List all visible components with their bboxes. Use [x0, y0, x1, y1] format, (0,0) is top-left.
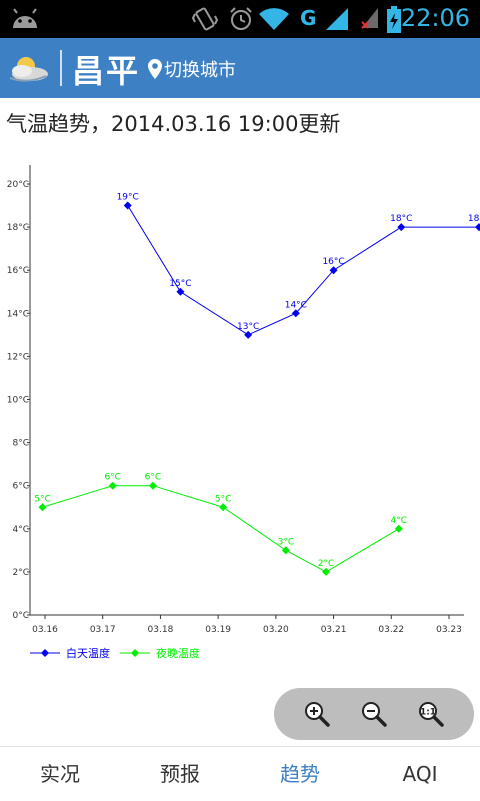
data-label: 18°C: [468, 214, 480, 224]
clock: 22:06: [400, 4, 470, 32]
y-tick-label: 20°C: [7, 180, 29, 190]
data-label: 6°C: [145, 473, 162, 483]
data-point: [123, 201, 132, 210]
y-tick-label: 10°C: [7, 396, 29, 406]
data-label: 3°C: [278, 537, 295, 547]
y-tick-label: 2°C: [12, 568, 29, 578]
signal-icon: [326, 8, 348, 30]
legend-label: 白天温度: [66, 646, 110, 660]
data-label: 13°C: [237, 322, 259, 332]
data-point: [394, 524, 403, 533]
y-tick-label: 18°C: [7, 223, 29, 233]
no-signal-icon: [361, 8, 378, 29]
x-tick-label: 03.19: [205, 625, 231, 635]
tab-aqi[interactable]: AQI: [402, 762, 438, 786]
data-label: 16°C: [322, 257, 344, 267]
data-point: [108, 481, 117, 490]
y-tick-label: 6°C: [12, 482, 29, 492]
zoom-in-icon: [304, 702, 330, 727]
legend-swatch-marker: [41, 649, 49, 657]
tab-trend[interactable]: 趋势: [280, 762, 320, 786]
zoom-out-icon: [361, 702, 387, 727]
zoom-reset-button[interactable]: 1:1: [416, 699, 446, 729]
weather-logo-icon[interactable]: [6, 48, 50, 88]
zoom-out-button[interactable]: [359, 699, 389, 729]
city-name: 昌平: [72, 52, 141, 90]
y-tick-label: 12°C: [7, 352, 29, 362]
switch-city-button[interactable]: 切换城市: [148, 56, 236, 82]
y-tick-label: 0°C: [12, 611, 29, 621]
wifi-icon: [259, 8, 289, 31]
battery-charging-icon: [387, 6, 401, 33]
location-pin-icon: [148, 59, 162, 79]
android-icon: [13, 8, 37, 28]
x-tick-label: 03.20: [263, 625, 289, 635]
vibrate-icon: [192, 7, 218, 31]
data-point: [176, 287, 185, 296]
data-point: [38, 503, 47, 512]
legend-swatch-marker: [131, 649, 139, 657]
data-point: [291, 309, 300, 318]
tab-realtime[interactable]: 实况: [40, 762, 80, 786]
app-bar-divider: [60, 50, 62, 86]
alarm-icon: [230, 7, 252, 30]
series-line: [127, 205, 479, 336]
x-tick-label: 03.21: [321, 625, 347, 635]
x-tick-label: 03.22: [378, 625, 404, 635]
tab-forecast[interactable]: 预报: [160, 762, 200, 786]
x-tick-label: 03.23: [436, 625, 462, 635]
data-point: [322, 567, 331, 576]
data-point: [244, 330, 253, 339]
data-label: 6°C: [104, 473, 121, 483]
data-label: 5°C: [34, 494, 51, 504]
y-tick-label: 16°C: [7, 266, 29, 276]
data-point: [281, 546, 290, 555]
app-bar: 昌平 切换城市: [0, 38, 480, 98]
status-bar: G 22:06: [0, 0, 480, 38]
data-label: 2°C: [318, 559, 335, 569]
zoom-reset-icon: 1:1: [419, 702, 445, 727]
y-tick-label: 14°C: [7, 309, 29, 319]
svg-text:1:1: 1:1: [420, 708, 436, 718]
data-label: 19°C: [117, 193, 139, 203]
data-label: 5°C: [215, 494, 232, 504]
data-point: [475, 223, 480, 232]
x-tick-label: 03.17: [90, 625, 116, 635]
temperature-trend-chart[interactable]: 0°C 2°C 4°C 6°C 8°C 10°C 12°C 14°C 16°C 18°C 20°C 0…: [0, 150, 480, 680]
data-label: 14°C: [285, 300, 307, 310]
data-label: 15°C: [169, 279, 191, 289]
data-label: 18°C: [390, 214, 412, 224]
legend-label: 夜晚温度: [156, 646, 200, 660]
page-subtitle: 气温趋势，2014.03.16 19:00更新: [6, 112, 341, 136]
network-type-label: G: [300, 6, 317, 30]
switch-city-label: 切换城市: [164, 60, 236, 81]
data-point: [329, 266, 338, 275]
data-point: [148, 481, 157, 490]
x-tick-label: 03.16: [32, 625, 58, 635]
y-tick-label: 4°C: [12, 525, 29, 535]
zoom-in-button[interactable]: [302, 699, 332, 729]
data-point: [219, 503, 228, 512]
y-tick-label: 8°C: [12, 439, 29, 449]
x-tick-label: 03.18: [148, 625, 174, 635]
bottom-tab-bar: 实况 预报 趋势 AQI: [0, 746, 480, 801]
zoom-controls: 1:1: [274, 688, 474, 740]
data-point: [397, 223, 406, 232]
data-label: 4°C: [391, 516, 408, 526]
